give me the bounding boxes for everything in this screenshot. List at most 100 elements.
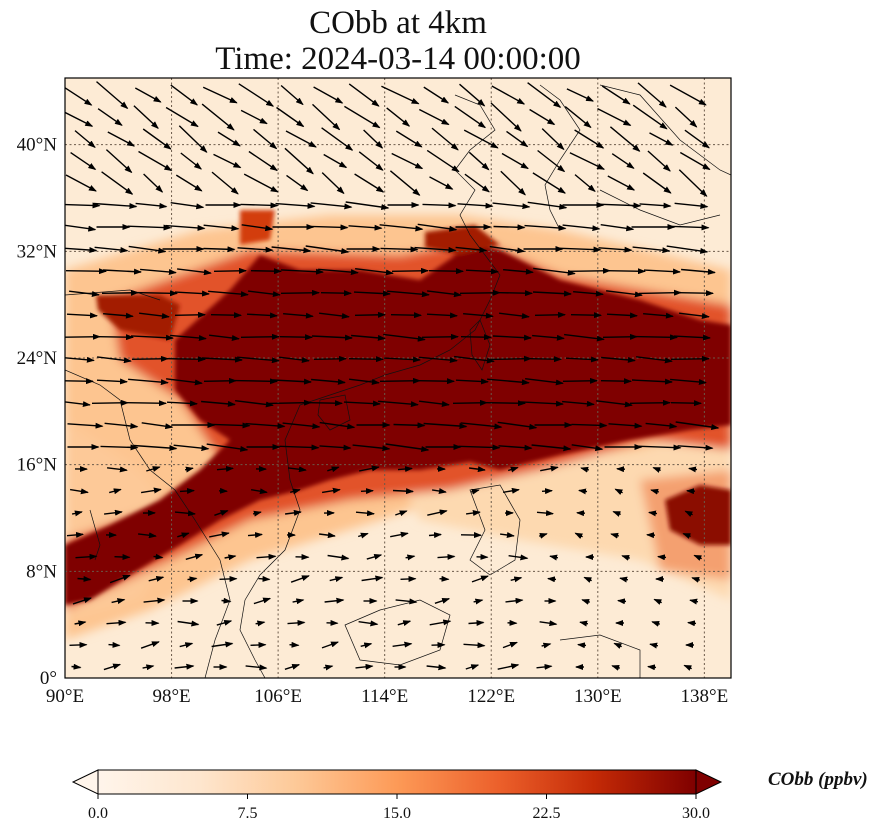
wind-arrow bbox=[210, 312, 242, 319]
wind-arrow bbox=[632, 246, 671, 254]
wind-arrow bbox=[65, 268, 107, 275]
wind-arrow bbox=[348, 224, 383, 231]
wind-arrow bbox=[419, 400, 450, 407]
wind-arrow bbox=[104, 422, 139, 429]
wind-arrow bbox=[689, 598, 699, 605]
wind-arrow bbox=[75, 553, 98, 560]
wind-arrow bbox=[94, 246, 129, 253]
wind-arrow bbox=[631, 378, 673, 385]
wind-arrow bbox=[492, 334, 532, 341]
wind-arrow bbox=[539, 620, 558, 627]
wind-arrow bbox=[255, 620, 266, 627]
wind-arrow bbox=[574, 174, 596, 193]
wind-arrow bbox=[185, 553, 204, 560]
wind-arrow bbox=[66, 312, 98, 319]
wind-arrow bbox=[174, 663, 195, 670]
wind-arrow bbox=[65, 333, 101, 340]
wind-arrow bbox=[349, 378, 380, 385]
wind-arrow bbox=[682, 532, 691, 539]
wind-arrow bbox=[524, 224, 567, 231]
wind-arrow bbox=[71, 510, 83, 517]
wind-arrow bbox=[292, 598, 305, 605]
wind-arrow bbox=[213, 267, 247, 274]
wind-arrow bbox=[393, 422, 426, 429]
wind-arrow bbox=[386, 107, 411, 127]
wind-arrow bbox=[96, 378, 128, 385]
wind-arrow bbox=[348, 356, 384, 363]
wind-arrow bbox=[459, 83, 486, 107]
wind-arrow bbox=[284, 147, 314, 175]
wind-arrow bbox=[143, 597, 166, 604]
wind-arrow bbox=[506, 130, 529, 148]
wind-arrow bbox=[96, 81, 129, 110]
wind-arrow bbox=[617, 598, 627, 605]
wind-arrow bbox=[598, 246, 633, 253]
wind-arrow bbox=[647, 150, 671, 172]
wind-arrow bbox=[391, 267, 429, 274]
wind-arrow bbox=[105, 149, 133, 174]
wind-arrow bbox=[283, 312, 314, 319]
wind-arrow bbox=[133, 444, 178, 452]
wind-arrow bbox=[684, 510, 694, 518]
wind-arrow bbox=[312, 103, 341, 131]
wind-arrow bbox=[187, 576, 198, 583]
wind-arrow bbox=[487, 378, 530, 386]
wind-arrow bbox=[253, 128, 278, 150]
wind-arrow bbox=[284, 664, 301, 670]
wind-arrow bbox=[538, 533, 548, 539]
wind-arrow bbox=[272, 378, 312, 385]
wind-arrow bbox=[357, 532, 369, 539]
wind-arrow bbox=[140, 487, 162, 494]
wind-arrow bbox=[361, 575, 384, 582]
wind-arrow bbox=[213, 153, 242, 169]
wind-arrow bbox=[419, 356, 458, 364]
wind-arrow bbox=[669, 84, 707, 106]
wind-arrow bbox=[321, 172, 345, 195]
wind-arrow bbox=[570, 312, 602, 319]
wind-arrow bbox=[101, 289, 139, 296]
wind-arrow bbox=[355, 268, 394, 276]
wind-arrow bbox=[345, 201, 390, 210]
wind-arrow bbox=[65, 111, 94, 127]
wind-arrow bbox=[569, 152, 605, 170]
wind-arrow bbox=[133, 105, 159, 129]
wind-arrow bbox=[319, 421, 356, 430]
wind-arrow bbox=[135, 202, 168, 209]
map-title: CObb at 4km bbox=[309, 5, 487, 41]
wind-arrow bbox=[614, 488, 624, 496]
wind-arrow bbox=[529, 108, 556, 126]
wind-arrow bbox=[562, 224, 601, 232]
wind-arrow bbox=[108, 641, 121, 648]
wind-arrow bbox=[547, 576, 557, 583]
lat-tick-label: 24°N bbox=[17, 348, 58, 369]
wind-arrow bbox=[65, 224, 97, 232]
wind-arrow bbox=[310, 202, 353, 210]
wind-arrow bbox=[246, 312, 278, 319]
wind-arrow bbox=[574, 129, 605, 149]
wind-arrow bbox=[72, 597, 92, 605]
wind-arrow bbox=[418, 108, 450, 126]
wind-arrow bbox=[166, 356, 206, 363]
wind-arrow bbox=[650, 488, 660, 495]
wind-arrow bbox=[503, 268, 534, 275]
wind-arrow bbox=[170, 334, 207, 341]
wind-arrow bbox=[379, 377, 421, 384]
wind-arrow bbox=[127, 224, 172, 231]
wind-arrow bbox=[525, 378, 564, 386]
wind-arrow bbox=[647, 664, 657, 671]
wind-arrow bbox=[106, 619, 127, 626]
wind-arrow bbox=[571, 444, 604, 452]
wind-arrow bbox=[549, 554, 559, 561]
colorbar-tick-label: 15.0 bbox=[383, 805, 411, 822]
wind-arrow bbox=[180, 152, 202, 170]
wind-arrow bbox=[125, 400, 167, 407]
wind-arrow bbox=[98, 334, 134, 341]
wind-arrow bbox=[508, 554, 529, 561]
wind-arrow bbox=[166, 400, 198, 407]
wind-arrow bbox=[678, 290, 714, 297]
wind-arrow bbox=[579, 620, 589, 627]
wind-arrow bbox=[578, 488, 588, 495]
wind-arrow bbox=[305, 245, 350, 254]
wind-arrow bbox=[460, 334, 492, 341]
wind-arrow bbox=[282, 422, 321, 430]
